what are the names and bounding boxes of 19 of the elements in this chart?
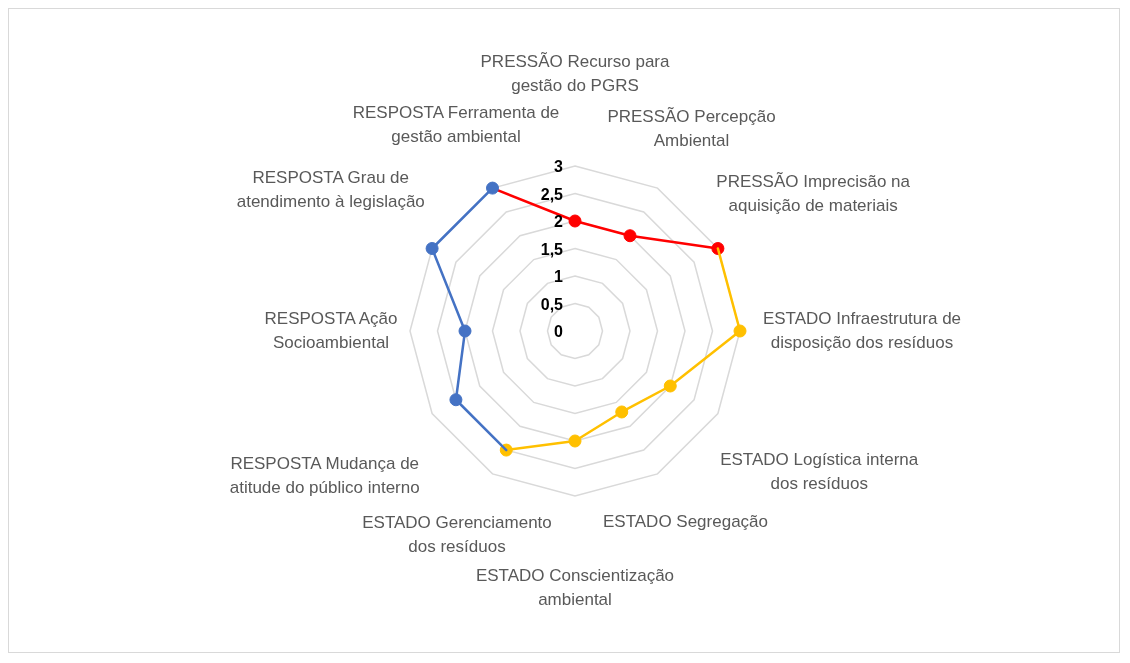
spoke-label: RESPOSTA Ação Socioambiental bbox=[264, 309, 398, 352]
spoke-label: ESTADO Conscientização ambiental bbox=[475, 566, 675, 609]
y-tick-label: 1 bbox=[554, 268, 564, 285]
y-tick-label: 2,5 bbox=[540, 185, 564, 203]
spoke-label: ESTADO Logística interna dos resíduos bbox=[720, 450, 919, 493]
spoke-label: PRESSÃO Percepção Ambiental bbox=[607, 107, 776, 151]
y-tick-label: 0 bbox=[554, 323, 564, 340]
y-tick-label: 1,5 bbox=[540, 240, 564, 258]
spoke-label: PRESSÃO Imprecisão na aquisição de materiais bbox=[716, 171, 911, 215]
y-tick-label: 2 bbox=[554, 213, 564, 230]
spoke-label: ESTADO Infraestrutura de disposição dos resíduos bbox=[762, 309, 962, 352]
y-tick-label: 3 bbox=[554, 158, 564, 175]
spoke-label: PRESSÃO Recurso para gestão do PGRS bbox=[480, 52, 671, 95]
spoke-label: ESTADO Gerenciamento dos resíduos bbox=[362, 513, 552, 557]
y-tick-label: 0,5 bbox=[540, 295, 564, 313]
spoke-label: RESPOSTA Mudança de atitude do público interno bbox=[229, 453, 420, 497]
spoke-label: RESPOSTA Grau de atendimento à legislação bbox=[236, 168, 425, 211]
spoke-label: RESPOSTA Ferramenta de gestão ambiental bbox=[352, 102, 560, 146]
spoke-label: ESTADO Segregação bbox=[602, 512, 769, 532]
